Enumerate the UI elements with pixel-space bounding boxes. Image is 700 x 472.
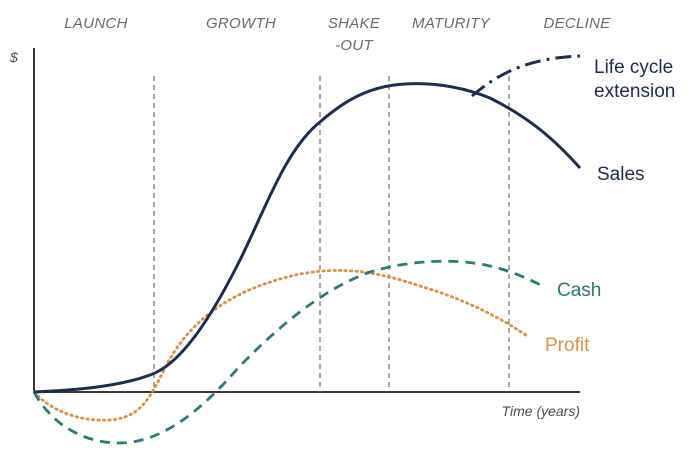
stage-label-launch: LAUNCH	[64, 15, 127, 32]
sales-curve	[33, 82, 582, 394]
life-cycle-extension-curve	[471, 54, 581, 98]
stage-dividers	[153, 76, 510, 392]
stage-label-growth: GROWTH	[206, 15, 276, 32]
profit-label: Profit	[545, 335, 590, 356]
sales-label: Sales	[597, 164, 645, 185]
cash-label: Cash	[557, 280, 601, 301]
cash-curve	[32, 259, 546, 445]
stage-label-shake: SHAKE	[328, 15, 381, 32]
y-axis-label: $	[9, 49, 18, 65]
extension-label-line1: Life cycle	[594, 57, 673, 78]
profit-curve	[32, 269, 529, 422]
stage-label-maturity: MATURITY	[412, 15, 491, 32]
x-axis-label: Time (years)	[502, 403, 580, 419]
stage-label-out: -OUT	[335, 37, 374, 54]
extension-label-line2: extension	[594, 81, 675, 102]
stage-label-decline: DECLINE	[543, 15, 611, 32]
